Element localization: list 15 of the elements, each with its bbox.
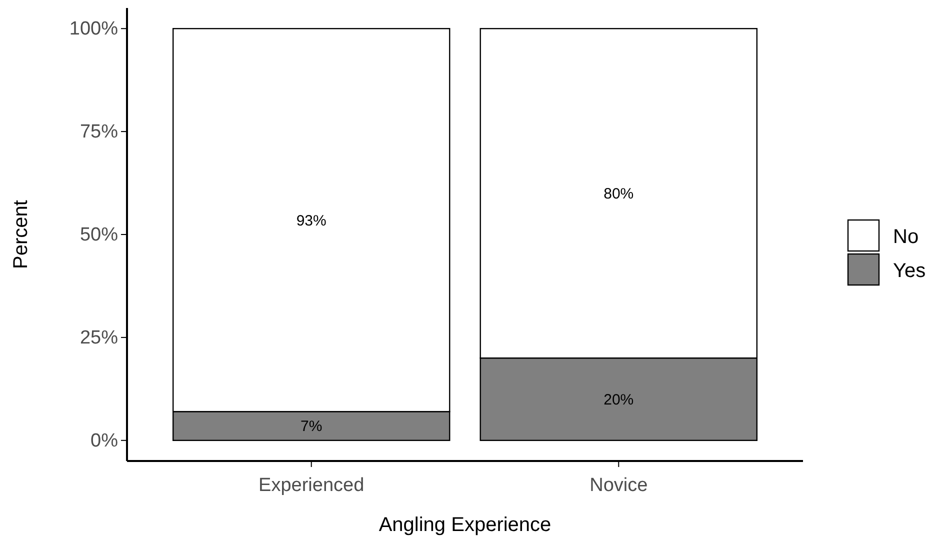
y-tick-label: 100% [69,18,118,40]
data-label: 7% [300,418,322,436]
data-label: 80% [604,186,634,203]
x-axis-title: Angling Experience [378,514,552,536]
data-label: 20% [604,391,634,408]
y-tick-label: 25% [80,328,118,349]
y-tick-label: 50% [80,224,118,246]
data-label: 93% [296,212,326,230]
y-tick-label: 75% [80,122,118,143]
y-tick-label: 0% [90,430,118,452]
x-tick-label: Novice [590,474,648,496]
y-axis-title: Percent [10,200,32,269]
legend-label: Yes [893,260,926,282]
legend-label: No [893,226,919,248]
x-tick-label: Experienced [258,474,364,496]
